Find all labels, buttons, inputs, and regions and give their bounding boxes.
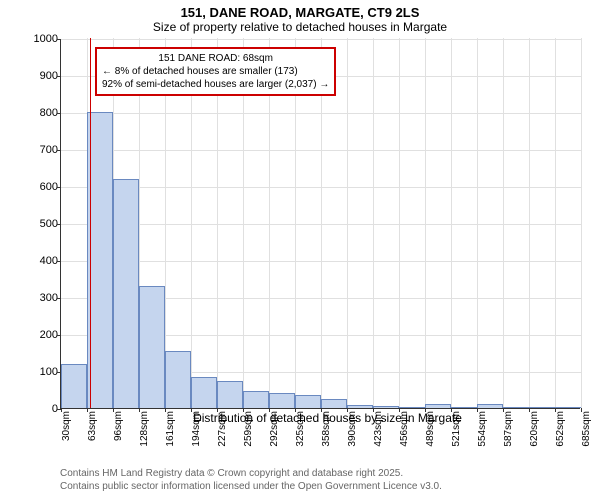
grid-line-v — [399, 38, 400, 408]
x-tick-label: 63sqm — [87, 411, 98, 441]
plot-inner: 0100200300400500600700800900100030sqm63s… — [60, 39, 580, 409]
x-tick-label: 685sqm — [581, 411, 592, 447]
attribution-line2: Contains public sector information licen… — [60, 480, 595, 493]
x-tick-label: 587sqm — [503, 411, 514, 447]
x-tick-label: 161sqm — [165, 411, 176, 447]
histogram-bar — [295, 395, 321, 408]
x-tick-label: 521sqm — [451, 411, 462, 447]
chart-title-line1: 151, DANE ROAD, MARGATE, CT9 2LS — [5, 5, 595, 20]
y-tick-label: 200 — [26, 329, 61, 341]
histogram-bar — [113, 179, 139, 408]
y-tick-label: 100 — [26, 366, 61, 378]
x-tick-label: 489sqm — [425, 411, 436, 447]
histogram-bar — [243, 391, 269, 408]
x-tick-label: 227sqm — [217, 411, 228, 447]
chart-title-line2: Size of property relative to detached ho… — [5, 20, 595, 34]
histogram-bar — [61, 364, 87, 408]
y-tick-label: 900 — [26, 70, 61, 82]
callout-box: 151 DANE ROAD: 68sqm← 8% of detached hou… — [95, 47, 336, 96]
y-tick-label: 400 — [26, 255, 61, 267]
grid-line-v — [373, 38, 374, 408]
x-tick-label: 96sqm — [113, 411, 124, 441]
x-tick-label: 390sqm — [347, 411, 358, 447]
histogram-bar — [399, 407, 425, 408]
x-tick-label: 194sqm — [191, 411, 202, 447]
attribution-block: Contains HM Land Registry data © Crown c… — [60, 467, 595, 493]
y-tick-label: 1000 — [26, 33, 61, 45]
chart-container: 151, DANE ROAD, MARGATE, CT9 2LS Size of… — [5, 5, 595, 495]
x-tick-label: 128sqm — [139, 411, 150, 447]
callout-line: 92% of semi-detached houses are larger (… — [102, 78, 329, 91]
property-marker-line — [90, 38, 91, 408]
x-tick-label: 358sqm — [321, 411, 332, 447]
histogram-bar — [139, 286, 165, 408]
x-tick-label: 554sqm — [477, 411, 488, 447]
grid-line-v — [581, 38, 582, 408]
histogram-bar — [347, 405, 373, 408]
grid-line-v — [477, 38, 478, 408]
y-tick-label: 0 — [26, 403, 61, 415]
histogram-bar — [321, 399, 347, 408]
callout-line: ← 8% of detached houses are smaller (173… — [102, 65, 329, 78]
histogram-bar — [269, 393, 295, 408]
grid-line-v — [425, 38, 426, 408]
grid-line-v — [451, 38, 452, 408]
grid-line-v — [529, 38, 530, 408]
histogram-bar — [165, 351, 191, 408]
y-tick-label: 800 — [26, 107, 61, 119]
histogram-bar — [555, 407, 581, 408]
histogram-bar — [477, 404, 503, 408]
grid-line-v — [555, 38, 556, 408]
grid-line-v — [347, 38, 348, 408]
y-tick-label: 300 — [26, 292, 61, 304]
histogram-bar — [217, 381, 243, 408]
histogram-bar — [529, 407, 555, 408]
x-tick-label: 292sqm — [269, 411, 280, 447]
plot-area: Number of detached properties 0100200300… — [60, 39, 580, 409]
y-tick-label: 500 — [26, 218, 61, 230]
x-tick-label: 652sqm — [555, 411, 566, 447]
x-tick-label: 620sqm — [529, 411, 540, 447]
histogram-bar — [191, 377, 217, 408]
histogram-bar — [373, 406, 399, 408]
attribution-line1: Contains HM Land Registry data © Crown c… — [60, 467, 595, 480]
y-tick-label: 600 — [26, 181, 61, 193]
histogram-bar — [425, 404, 451, 408]
x-tick-label: 325sqm — [295, 411, 306, 447]
x-tick-label: 423sqm — [373, 411, 384, 447]
grid-line-v — [503, 38, 504, 408]
x-tick-label: 30sqm — [61, 411, 72, 441]
histogram-bar — [503, 407, 529, 408]
x-tick-label: 456sqm — [399, 411, 410, 447]
callout-line: 151 DANE ROAD: 68sqm — [102, 52, 329, 65]
y-tick-label: 700 — [26, 144, 61, 156]
x-tick-label: 259sqm — [243, 411, 254, 447]
histogram-bar — [451, 407, 477, 408]
